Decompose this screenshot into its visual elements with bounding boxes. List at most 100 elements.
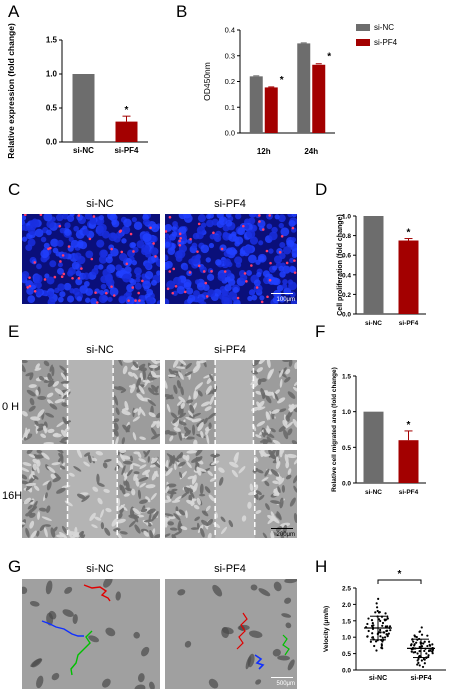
nucleus [77, 239, 84, 247]
cell [186, 487, 194, 493]
nucleus [274, 214, 280, 220]
proliferating-nucleus [58, 224, 62, 228]
proliferating-nucleus [60, 275, 64, 279]
cell [260, 388, 266, 398]
cell [170, 489, 175, 499]
legend-swatch-si-nc [356, 24, 370, 31]
nucleus [205, 257, 211, 263]
nucleus [85, 288, 94, 296]
cell [281, 484, 286, 493]
nucleus [84, 214, 93, 220]
data-point-si-nc [386, 617, 389, 620]
chart-f: 0.0 0.5 1.0 1.5 Relative cell migrated area … [331, 367, 426, 496]
cell [37, 511, 41, 520]
cell [266, 425, 270, 435]
y-tick-label: 0.6 [342, 253, 351, 260]
proliferating-nucleus [33, 261, 37, 264]
cell [139, 367, 147, 372]
proliferating-nucleus [62, 272, 66, 276]
cell [143, 519, 154, 523]
cell [139, 436, 146, 440]
proliferating-nucleus [110, 285, 113, 288]
cell [206, 518, 214, 526]
cell [203, 417, 208, 425]
data-point-si-pf4 [418, 645, 421, 649]
cell [91, 524, 98, 529]
bar-si-pf4 [115, 121, 138, 142]
cell [197, 360, 207, 364]
cell [165, 513, 174, 517]
cell [178, 360, 187, 366]
cell [121, 437, 125, 444]
cell [128, 514, 140, 519]
cell [113, 422, 119, 431]
cell [283, 414, 288, 425]
cell [205, 429, 209, 435]
nucleus [197, 214, 206, 223]
cell [293, 512, 297, 523]
cell [50, 527, 56, 538]
cell [291, 440, 297, 444]
cell [132, 372, 138, 380]
nucleus [44, 273, 50, 279]
data-point-si-pf4 [431, 650, 434, 653]
data-point-si-pf4 [409, 644, 413, 647]
nucleus [268, 248, 274, 254]
proliferating-nucleus [293, 271, 297, 274]
cell [172, 360, 179, 368]
cell [60, 372, 66, 380]
cell [28, 473, 33, 479]
proliferating-nucleus [105, 291, 108, 295]
cell [121, 410, 131, 416]
proliferating-nucleus [188, 271, 192, 274]
nucleus [221, 293, 230, 302]
nucleus [57, 262, 63, 268]
cell [84, 452, 91, 457]
nucleus [31, 219, 40, 228]
cell [186, 399, 194, 404]
nucleus [272, 296, 280, 304]
cell [54, 472, 61, 479]
proliferating-nucleus [197, 222, 201, 226]
cell [60, 380, 70, 384]
cell [187, 475, 195, 480]
nucleus [216, 214, 224, 219]
cell [193, 367, 200, 373]
cell [113, 527, 121, 532]
cell [150, 421, 157, 428]
nucleus [207, 289, 216, 298]
nucleus [246, 270, 252, 276]
data-point-si-nc [379, 628, 382, 632]
data-point-si-nc [374, 640, 378, 643]
cell [133, 408, 139, 413]
cell [29, 600, 40, 607]
nucleus [67, 216, 74, 223]
cell [60, 465, 66, 470]
cell [147, 508, 156, 515]
cell [33, 454, 41, 458]
cell [25, 372, 34, 377]
cell [237, 624, 250, 631]
cell [62, 391, 71, 400]
cell [275, 450, 280, 458]
proliferating-nucleus [172, 267, 176, 271]
cell [165, 467, 173, 477]
significance-bracket [377, 579, 422, 584]
nucleus [165, 254, 169, 262]
x-tick-label-12h: 12h [257, 147, 271, 156]
cell [193, 439, 198, 444]
cell [267, 514, 277, 522]
data-point-si-nc [371, 622, 374, 625]
cell [121, 465, 126, 476]
cell [88, 635, 99, 643]
cell [136, 377, 142, 388]
significance-star: * [398, 569, 402, 580]
cell [140, 508, 148, 513]
nucleus [68, 236, 74, 242]
cell [189, 404, 195, 414]
nucleus [196, 226, 206, 235]
data-point-si-nc [381, 636, 384, 639]
nucleus [116, 270, 122, 277]
nucleus [73, 225, 79, 232]
fluorescence-image-si-nc [22, 214, 160, 304]
